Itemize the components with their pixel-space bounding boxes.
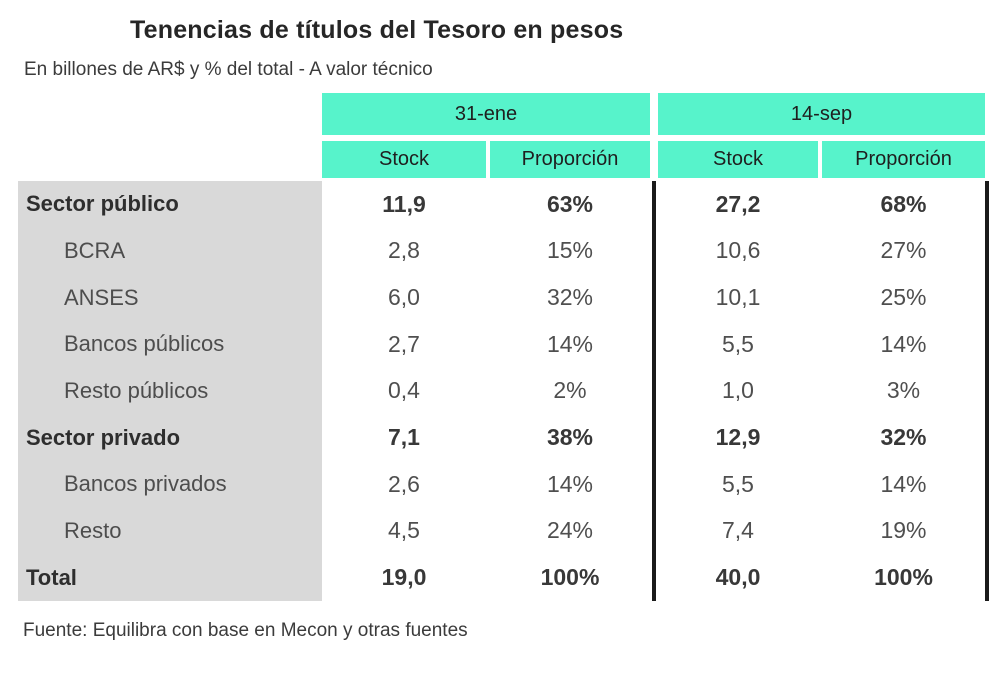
column-header-stock-1: Stock <box>322 141 486 178</box>
row-label: Total <box>26 564 77 590</box>
cell-proporcion-sep: 100% <box>874 564 933 591</box>
cell-proporcion-sep: 25% <box>880 284 927 311</box>
row-label-column-background <box>18 181 322 601</box>
cell-stock-sep: 27,2 <box>715 190 761 217</box>
cell-stock-sep: 5,5 <box>722 470 754 497</box>
table-row-sector-privado: Sector privado 7,1 38% 12,9 32% <box>18 414 989 461</box>
table-row-resto: Resto 4,5 24% 7,4 19% <box>18 508 989 555</box>
cell-stock-sep: 5,5 <box>722 330 754 357</box>
cell-proporcion-ene: 63% <box>546 190 594 217</box>
cell-proporcion-sep: 32% <box>880 424 927 451</box>
table-row-sector-publico: Sector público 11,9 63% 27,2 68% <box>18 181 989 228</box>
cell-stock-ene: 19,0 <box>381 564 427 591</box>
cell-proporcion-sep: 19% <box>880 517 927 544</box>
table-row-resto-publicos: Resto públicos 0,4 2% 1,0 3% <box>18 368 989 415</box>
table-row-bancos-privados: Bancos privados 2,6 14% 5,5 14% <box>18 461 989 508</box>
column-header-stock-2: Stock <box>658 141 818 178</box>
cell-stock-ene: 2,8 <box>388 237 420 264</box>
cell-stock-ene: 0,4 <box>388 377 420 404</box>
table-rows: Sector público 11,9 63% 27,2 68% BCRA 2,… <box>18 181 989 601</box>
holdings-table: 31-ene 14-sep Stock Proporción Stock Pro… <box>18 93 989 601</box>
cell-stock-sep: 1,0 <box>722 377 754 404</box>
cell-proporcion-sep: 14% <box>880 470 927 497</box>
cell-proporcion-sep: 3% <box>886 377 921 404</box>
cell-proporcion-ene: 32% <box>546 284 594 311</box>
group-divider-line <box>652 181 656 601</box>
cell-stock-ene: 6,0 <box>388 284 420 311</box>
cell-stock-sep: 7,4 <box>722 517 754 544</box>
cell-proporcion-sep: 27% <box>880 237 927 264</box>
column-group-14-sep: 14-sep <box>658 93 985 135</box>
cell-proporcion-sep: 14% <box>880 330 927 357</box>
column-header-row: Stock Proporción Stock Proporción <box>18 141 989 178</box>
column-group-31-ene: 31-ene <box>322 93 650 135</box>
cell-stock-sep: 12,9 <box>715 424 761 451</box>
row-label: Sector privado <box>26 424 181 450</box>
page-subtitle: En billones de AR$ y % del total - A val… <box>24 59 433 80</box>
cell-proporcion-ene: 15% <box>546 237 594 264</box>
row-label: Bancos públicos <box>64 331 225 357</box>
cell-stock-ene: 2,7 <box>388 330 420 357</box>
row-label: ANSES <box>64 284 139 310</box>
column-header-proporcion-1: Proporción <box>490 141 650 178</box>
cell-stock-ene: 4,5 <box>388 517 420 544</box>
cell-proporcion-ene: 38% <box>546 424 594 451</box>
table-row-anses: ANSES 6,0 32% 10,1 25% <box>18 274 989 321</box>
table-row-bancos-publicos: Bancos públicos 2,7 14% 5,5 14% <box>18 321 989 368</box>
column-group-header-row: 31-ene 14-sep <box>18 93 989 135</box>
cell-stock-ene: 2,6 <box>388 470 420 497</box>
cell-stock-sep: 40,0 <box>715 564 761 591</box>
cell-stock-ene: 11,9 <box>382 190 426 217</box>
cell-proporcion-ene: 24% <box>546 517 594 544</box>
cell-proporcion-sep: 68% <box>880 190 927 217</box>
table-row-total: Total 19,0 100% 40,0 100% <box>18 554 989 601</box>
table-right-border-line <box>985 181 989 601</box>
cell-proporcion-ene: 14% <box>546 330 594 357</box>
row-label: Resto <box>64 517 122 543</box>
source-note: Fuente: Equilibra con base en Mecon y ot… <box>23 620 468 641</box>
row-label: Bancos privados <box>64 471 227 497</box>
row-label: Sector público <box>26 191 179 217</box>
cell-stock-ene: 7,1 <box>388 424 420 451</box>
cell-stock-sep: 10,6 <box>715 237 761 264</box>
row-label: BCRA <box>64 237 126 263</box>
table-row-bcra: BCRA 2,8 15% 10,6 27% <box>18 228 989 275</box>
cell-stock-sep: 10,1 <box>715 284 761 311</box>
cell-proporcion-ene: 100% <box>540 564 600 591</box>
row-label: Resto públicos <box>64 377 209 403</box>
cell-proporcion-ene: 2% <box>553 377 587 404</box>
page-title: Tenencias de títulos del Tesoro en pesos <box>130 16 624 44</box>
column-header-proporcion-2: Proporción <box>822 141 985 178</box>
cell-proporcion-ene: 14% <box>546 470 594 497</box>
table-body: Sector público 11,9 63% 27,2 68% BCRA 2,… <box>18 181 989 601</box>
